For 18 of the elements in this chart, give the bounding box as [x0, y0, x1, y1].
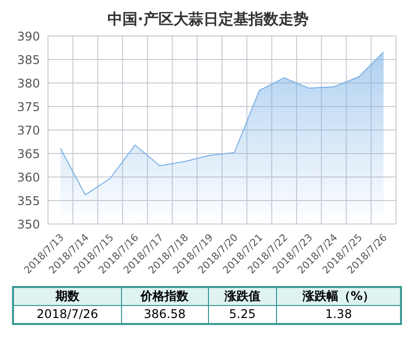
text: 1.38 [276, 306, 401, 324]
y-tick-label: 385 [17, 52, 40, 67]
y-tick-label: 360 [17, 170, 40, 184]
y-tick-label: 365 [17, 146, 40, 161]
y-tick-label: 390 [17, 29, 40, 44]
y-tick-label: 350 [17, 217, 40, 232]
text: 5.25 [208, 306, 277, 324]
category-label: 价格指数 [121, 287, 208, 306]
category-label: 涨跌幅（%） [276, 287, 401, 306]
text: 2018/7/26 [13, 306, 122, 324]
chart-title: 中国·产区大蒜日定基指数走势 [106, 9, 310, 30]
category-label: 涨跌值 [208, 287, 277, 306]
category-label: 期数 [13, 287, 122, 306]
y-tick-label: 355 [17, 194, 40, 208]
y-tick-label: 370 [17, 123, 40, 138]
text: 386.58 [121, 306, 208, 324]
y-tick-label: 375 [17, 100, 40, 114]
y-tick-label: 380 [17, 76, 40, 90]
